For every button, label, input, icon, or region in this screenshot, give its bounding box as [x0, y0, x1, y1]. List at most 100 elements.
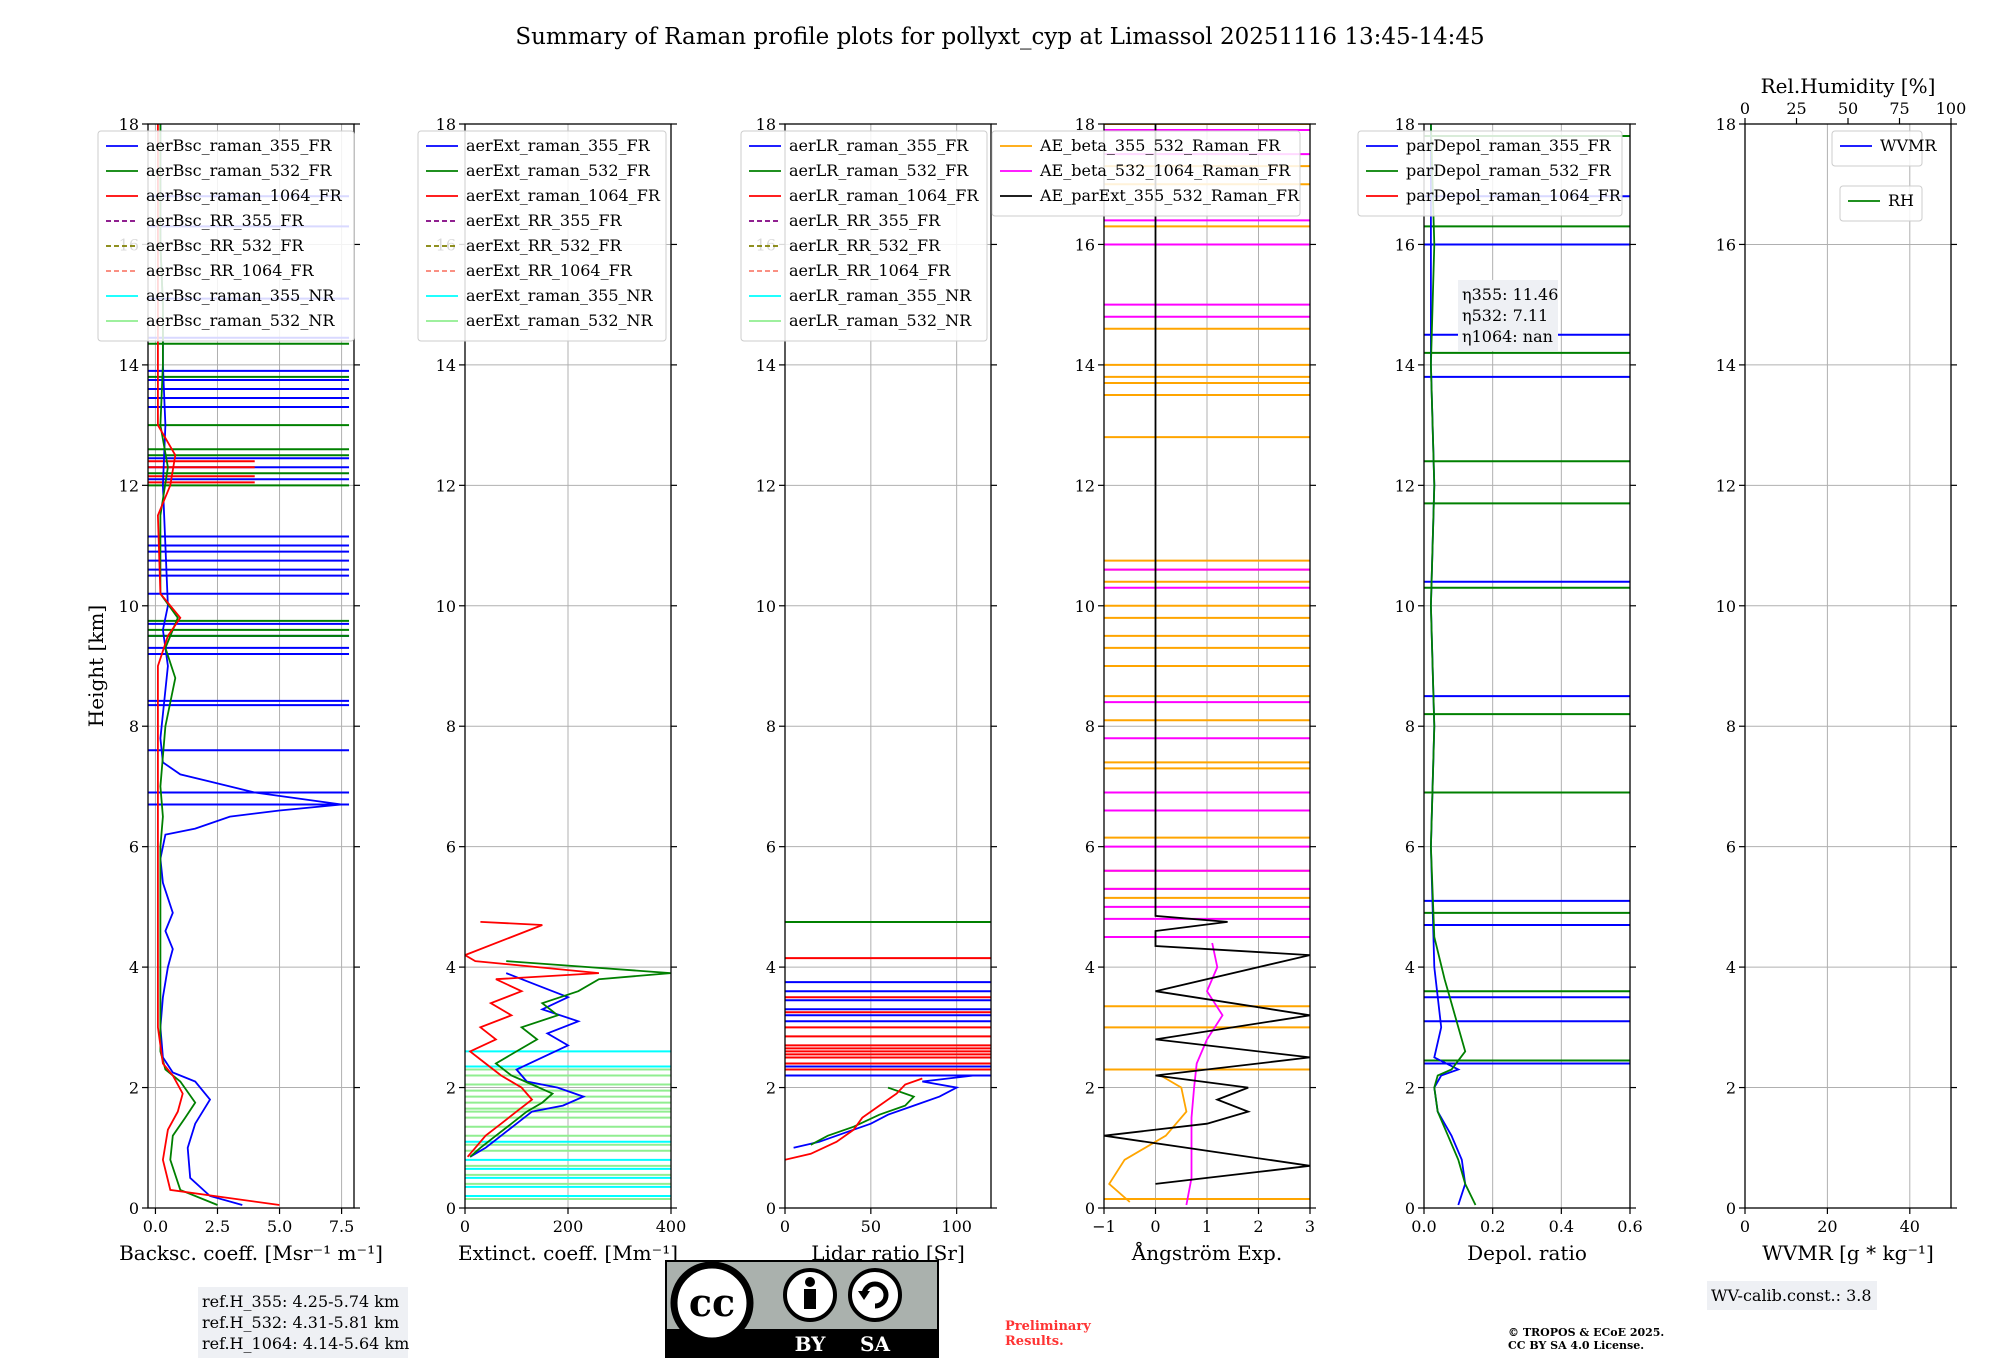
legend-entry: aerLR_RR_532_FR: [789, 236, 941, 255]
ytick-label: 10: [1716, 597, 1736, 616]
legend-dep: parDepol_raman_355_FR parDepol_raman_532_…: [1357, 130, 1623, 217]
series-line-aerLR_raman_355_FR: [793, 1074, 974, 1149]
annotation-line: ref.H_532: 4.31-5.81 km: [202, 1313, 399, 1332]
ytick-label: 0: [446, 1199, 456, 1218]
ytick-label: 18: [436, 115, 456, 134]
ytick-label: 4: [1405, 958, 1415, 977]
ytick-label: 14: [1395, 356, 1415, 375]
annotation-line: η355: 11.46: [1462, 285, 1558, 304]
ytick-label: 14: [119, 356, 139, 375]
series-line-aerExt_raman_532_FR: [469, 960, 671, 1158]
ytick-label: 12: [119, 476, 139, 495]
legend-entry: RH: [1888, 191, 1914, 210]
annotation-box-wv: WV-calib.const.: 3.8: [1707, 1281, 1877, 1310]
ytick-label: 2: [1726, 1079, 1736, 1098]
annotation-line: WV-calib.const.: 3.8: [1711, 1286, 1872, 1305]
legend-entry: aerBsc_raman_532_NR: [146, 311, 335, 330]
x-axis-label: WVMR [g * kg⁻¹]: [1762, 1241, 1934, 1265]
ytick-label: 6: [446, 838, 456, 857]
xtick-label: 50: [861, 1217, 881, 1236]
ytick-label: 4: [766, 958, 776, 977]
ytick-label: 8: [446, 717, 456, 736]
legend-frame: [740, 130, 988, 342]
legend-entry: aerBsc_RR_355_FR: [146, 211, 304, 230]
xtick-label: 2: [1253, 1217, 1263, 1236]
annotation-line: η532: 7.11: [1462, 306, 1548, 325]
xtick-label: 0.6: [1617, 1217, 1642, 1236]
ytick-label: 14: [1075, 356, 1095, 375]
ytick-label: 10: [756, 597, 776, 616]
series-line-aerExt_raman_1064_FR: [465, 921, 599, 1158]
ytick-label: 0: [766, 1199, 776, 1218]
axes-frame: [1423, 123, 1631, 1209]
series-line-AE_beta_532_1064_Raman_FR: [1185, 942, 1224, 1206]
ytick-label: 16: [1075, 235, 1095, 254]
series-line-AE_parExt_355_532_Raman_FR: [1104, 124, 1310, 1185]
legend-entry: aerLR_raman_532_FR: [789, 161, 969, 180]
series-line-aerBsc_raman_532_FR: [159, 124, 218, 1206]
axes-frame: [1744, 123, 1952, 1209]
series-line-aerBsc_raman_355_FR: [159, 124, 342, 1206]
series-line-parDepol_raman_532_FR: [1429, 124, 1477, 1206]
ytick-label: 18: [119, 115, 139, 134]
legend-entry: aerExt_RR_532_FR: [466, 236, 623, 255]
xtick-label: 2.5: [205, 1217, 230, 1236]
top-xtick-label: 75: [1889, 99, 1909, 118]
ytick-label: 2: [1405, 1079, 1415, 1098]
annotation-box-bsc: ref.H_355: 4.25-5.74 km ref.H_532: 4.31-5…: [198, 1287, 409, 1358]
legend-entry: aerBsc_raman_355_NR: [146, 286, 335, 305]
ytick-label: 8: [1726, 717, 1736, 736]
legend-entry: AE_beta_532_1064_Raman_FR: [1039, 161, 1291, 180]
top-xtick-label: 50: [1838, 99, 1858, 118]
annotation-line: ref.H_355: 4.25-5.74 km: [202, 1292, 399, 1311]
legend-entry: parDepol_raman_1064_FR: [1406, 186, 1622, 205]
legend-entry: aerLR_raman_355_FR: [789, 136, 969, 155]
plot-area-dep: [1424, 124, 1630, 1206]
legend-frame: [991, 130, 1301, 217]
copyright-line-1: © TROPOS & ECoE 2025.: [1508, 1326, 1664, 1339]
xtick-label: 0: [1150, 1217, 1160, 1236]
ytick-label: 0: [1085, 1199, 1095, 1218]
xtick-label: −1: [1092, 1217, 1116, 1236]
legend-frame: [1357, 130, 1623, 217]
panel-ext: 0246810121416180200400Extinct. coeff. [M…: [417, 115, 686, 1265]
legend-entry: aerExt_RR_355_FR: [466, 211, 623, 230]
preliminary-label-2: Results.: [1005, 1334, 1064, 1349]
legend-frame: [1831, 130, 1923, 167]
xtick-label: 5.0: [267, 1217, 292, 1236]
ytick-label: 2: [766, 1079, 776, 1098]
cc-license-badge: cc BY SA: [665, 1260, 939, 1358]
legend-entry: aerLR_RR_355_FR: [789, 211, 941, 230]
top-xtick-label: 0: [1740, 99, 1750, 118]
xtick-label: 0: [460, 1217, 470, 1236]
legend-lr: aerLR_raman_355_FR aerLR_raman_532_FR aerL…: [740, 130, 988, 342]
legend-entry: aerLR_RR_1064_FR: [789, 261, 951, 280]
legend-wv: WVMR: [1831, 130, 1937, 167]
top-axis-label: Rel.Humidity [%]: [1761, 74, 1936, 98]
preliminary-label-1: Preliminary: [1005, 1319, 1091, 1334]
xtick-label: 0.0: [143, 1217, 168, 1236]
copyright-line-2: CC BY SA 4.0 License.: [1508, 1339, 1644, 1352]
legend-entry: parDepol_raman_355_FR: [1406, 136, 1612, 155]
cc-by-label: BY: [795, 1332, 827, 1356]
legend-frame: [97, 130, 355, 342]
ytick-label: 18: [1395, 115, 1415, 134]
series-line-AE_beta_355_532_Raman_FR: [1108, 1074, 1188, 1203]
legend-entry: WVMR: [1880, 136, 1937, 155]
legend-rh: RH: [1839, 185, 1923, 222]
xtick-label: 20: [1817, 1217, 1837, 1236]
cc-label: cc: [689, 1280, 735, 1325]
legend-entry: aerLR_raman_355_NR: [789, 286, 972, 305]
legend-frame: [417, 130, 667, 342]
ytick-label: 2: [1085, 1079, 1095, 1098]
ytick-label: 18: [1075, 115, 1095, 134]
ytick-label: 14: [1716, 356, 1736, 375]
ytick-label: 4: [1726, 958, 1736, 977]
legend-entry: aerExt_raman_532_NR: [466, 311, 654, 330]
ytick-label: 12: [1075, 476, 1095, 495]
xtick-label: 3: [1305, 1217, 1315, 1236]
ytick-label: 8: [129, 717, 139, 736]
